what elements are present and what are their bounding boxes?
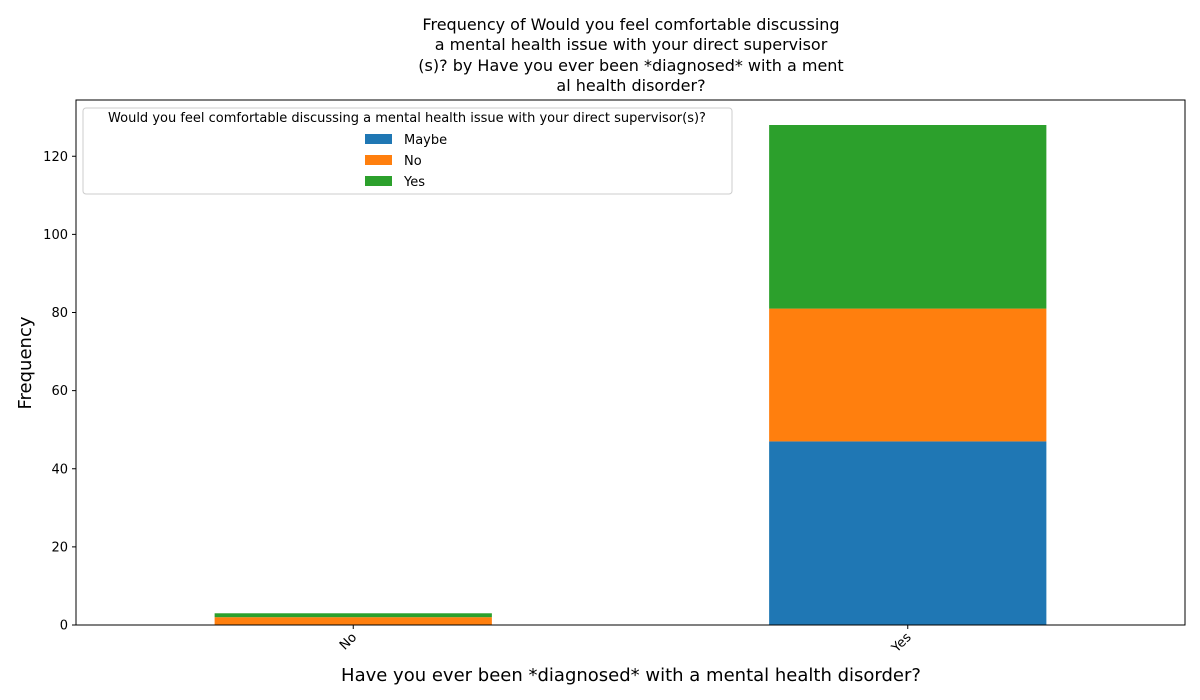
y-tick-label: 80 [51, 306, 68, 321]
bar-yes-no [769, 308, 1047, 442]
bars-layer [214, 125, 1047, 625]
legend-label-yes: Yes [403, 175, 425, 190]
legend-title: Would you feel comfortable discussing a … [108, 111, 706, 126]
bar-yes-maybe [769, 441, 1047, 625]
x-tick-label: No [337, 630, 360, 653]
y-tick-label: 40 [51, 462, 68, 477]
legend-label-no: No [404, 154, 422, 169]
x-tick-label: Yes [888, 630, 914, 656]
y-axis-label: Frequency [15, 316, 36, 409]
bar-no-yes [214, 613, 492, 618]
chart-title-line: Frequency of Would you feel comfortable … [422, 15, 839, 34]
chart-title-line: (s)? by Have you ever been *diagnosed* w… [418, 56, 843, 75]
x-axis: No Yes [337, 625, 915, 656]
legend-swatch-no [365, 155, 392, 165]
y-tick-label: 0 [60, 619, 68, 634]
legend-items: Maybe No Yes [365, 133, 447, 190]
y-axis: 0 20 40 60 80 100 120 [43, 150, 76, 634]
y-tick-label: 60 [51, 384, 68, 399]
bar-yes-yes [769, 125, 1047, 309]
legend: Would you feel comfortable discussing a … [82, 107, 733, 195]
legend-box [82, 107, 733, 195]
bar-no-no [214, 617, 492, 625]
y-tick-label: 120 [43, 150, 68, 165]
legend-swatch-yes [365, 176, 392, 186]
y-tick-label: 20 [51, 540, 68, 555]
legend-swatch-maybe [365, 134, 392, 144]
legend-label-maybe: Maybe [404, 133, 447, 148]
chart-title: Frequency of Would you feel comfortable … [418, 15, 843, 95]
plot-frame [75, 99, 1186, 626]
y-tick-label: 100 [43, 228, 68, 243]
x-axis-label: Have you ever been *diagnosed* with a me… [341, 665, 921, 686]
chart-title-line: a mental health issue with your direct s… [435, 35, 828, 54]
chart-title-line: al health disorder? [556, 76, 705, 95]
